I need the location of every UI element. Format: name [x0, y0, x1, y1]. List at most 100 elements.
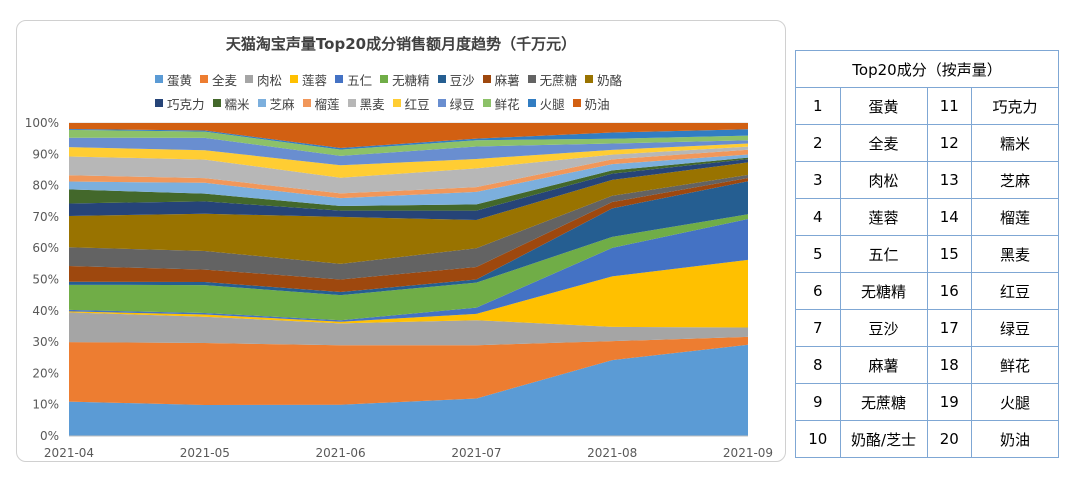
ingredient-cell: 奶油 [971, 420, 1059, 458]
area-series-1 [69, 344, 748, 436]
x-tick-label: 2021-09 [723, 446, 773, 460]
legend-label: 无糖精 [392, 72, 430, 88]
legend-item: 莲蓉 [290, 70, 327, 89]
area-series-10 [69, 162, 748, 264]
y-tick-label: 50% [32, 273, 59, 287]
rank-cell: 10 [795, 420, 841, 458]
y-tick-label: 30% [32, 335, 59, 349]
legend-label: 火腿 [539, 96, 565, 112]
area-series-18 [69, 129, 748, 156]
legend-label: 芝麻 [269, 96, 295, 112]
y-tick-label: 90% [32, 147, 59, 161]
area-series-4 [69, 259, 748, 328]
legend-label: 黑麦 [359, 96, 385, 112]
y-tick-label: 10% [32, 398, 59, 412]
table-row: 1 蛋黄 11 巧克力 [795, 87, 1059, 125]
legend-swatch [155, 99, 163, 107]
area-series-14 [69, 149, 748, 199]
ingredient-cell: 肉松 [839, 161, 928, 199]
y-tick-label: 0% [40, 429, 59, 443]
x-tick-label: 2021-06 [316, 446, 366, 460]
ingredient-cell: 奶酪/芝士 [839, 420, 928, 458]
legend-label: 榴莲 [314, 96, 340, 112]
legend-swatch [245, 75, 254, 83]
legend-label: 绿豆 [449, 96, 475, 112]
legend-label: 奶酪 [597, 72, 623, 88]
legend-swatch [212, 99, 221, 107]
ingredient-cell: 麻薯 [839, 346, 928, 384]
table-row: 5 五仁 15 黑麦 [795, 235, 1059, 273]
legend-item: 麻薯 [482, 70, 520, 89]
legend-item: 五仁 [335, 70, 372, 89]
legend-swatch [527, 99, 536, 107]
rank-cell: 17 [926, 309, 973, 347]
legend-label: 蛋黄 [167, 72, 193, 88]
legend-label: 肉松 [257, 72, 283, 88]
legend-row: 巧克力 糯米 芝麻 榴莲 黑麦 红豆 绿豆 鲜花 火腿 奶油 [155, 91, 715, 115]
area-series-11 [69, 159, 748, 221]
legend-item: 榴莲 [302, 94, 340, 113]
table-header: Top20成分（按声量） [795, 50, 1059, 88]
legend-item: 奶酪 [585, 70, 622, 89]
legend-swatch [482, 99, 491, 107]
ingredient-cell: 黑麦 [971, 235, 1059, 273]
legend-item: 巧克力 [155, 94, 205, 113]
y-tick-label: 70% [32, 210, 59, 224]
ingredient-cell: 全麦 [839, 124, 928, 162]
area-series-7 [69, 181, 748, 296]
legend-label: 无蔗糖 [539, 72, 578, 88]
legend-item: 无蔗糖 [527, 70, 578, 89]
table-row: 10 奶酪/芝士 20 奶油 [795, 420, 1059, 458]
x-tick-label: 2021-05 [180, 446, 230, 460]
y-tick-label: 40% [32, 304, 59, 318]
legend-label: 巧克力 [167, 96, 205, 112]
legend-label: 奶油 [584, 96, 610, 112]
rank-cell: 6 [795, 272, 841, 310]
ingredient-cell: 火腿 [971, 383, 1059, 421]
legend-swatch [482, 75, 491, 83]
ingredient-cell: 巧克力 [971, 87, 1059, 125]
legend-item: 芝麻 [257, 94, 295, 113]
legend-swatch [380, 75, 389, 83]
legend-label: 莲蓉 [302, 72, 328, 88]
ingredient-cell: 芝麻 [971, 161, 1059, 199]
legend-item: 豆沙 [437, 70, 475, 89]
legend-label: 五仁 [347, 72, 373, 88]
rank-cell: 19 [926, 383, 973, 421]
legend-label: 糯米 [224, 96, 250, 112]
area-series-20 [69, 123, 748, 149]
rank-cell: 2 [795, 124, 841, 162]
y-tick-label: 20% [32, 366, 59, 380]
table-row: 3 肉松 13 芝麻 [795, 161, 1059, 199]
area-series-19 [69, 128, 748, 150]
rank-cell: 12 [926, 124, 973, 162]
table-row: 9 无蔗糖 19 火腿 [795, 383, 1059, 421]
top20-table: Top20成分（按声量） 1 蛋黄 11 巧克力 2 全麦 12 糯米 3 肉松 13 芝麻 4 莲蓉 14… [795, 50, 1059, 458]
legend-swatch [347, 99, 356, 107]
rank-cell: 15 [926, 235, 973, 273]
legend-swatch [302, 99, 311, 107]
ingredient-cell: 鲜花 [971, 346, 1059, 384]
area-series-8 [69, 178, 748, 293]
legend-swatch [437, 99, 446, 107]
rank-cell: 7 [795, 309, 841, 347]
ingredient-cell: 蛋黄 [839, 87, 928, 125]
legend-swatch [257, 99, 266, 107]
legend-swatch [155, 75, 163, 83]
legend-swatch [527, 75, 536, 83]
y-tick-label: 60% [32, 241, 59, 255]
legend-label: 豆沙 [449, 72, 475, 88]
legend-item: 肉松 [245, 70, 282, 89]
x-tick-label: 2021-07 [451, 446, 501, 460]
legend-swatch [392, 99, 401, 107]
rank-cell: 5 [795, 235, 841, 273]
area-series-9 [69, 174, 748, 280]
rank-cell: 13 [926, 161, 973, 199]
table-body: 1 蛋黄 11 巧克力 2 全麦 12 糯米 3 肉松 13 芝麻 4 莲蓉 14 榴莲 5 五仁 15 黑麦 6 无糖精… [795, 87, 1059, 458]
legend-item: 奶油 [572, 94, 610, 113]
ingredient-cell: 糯米 [971, 124, 1059, 162]
rank-cell: 1 [795, 87, 841, 125]
ingredient-cell: 五仁 [839, 235, 928, 273]
legend-item: 黑麦 [347, 94, 385, 113]
table-row: 2 全麦 12 糯米 [795, 124, 1059, 162]
